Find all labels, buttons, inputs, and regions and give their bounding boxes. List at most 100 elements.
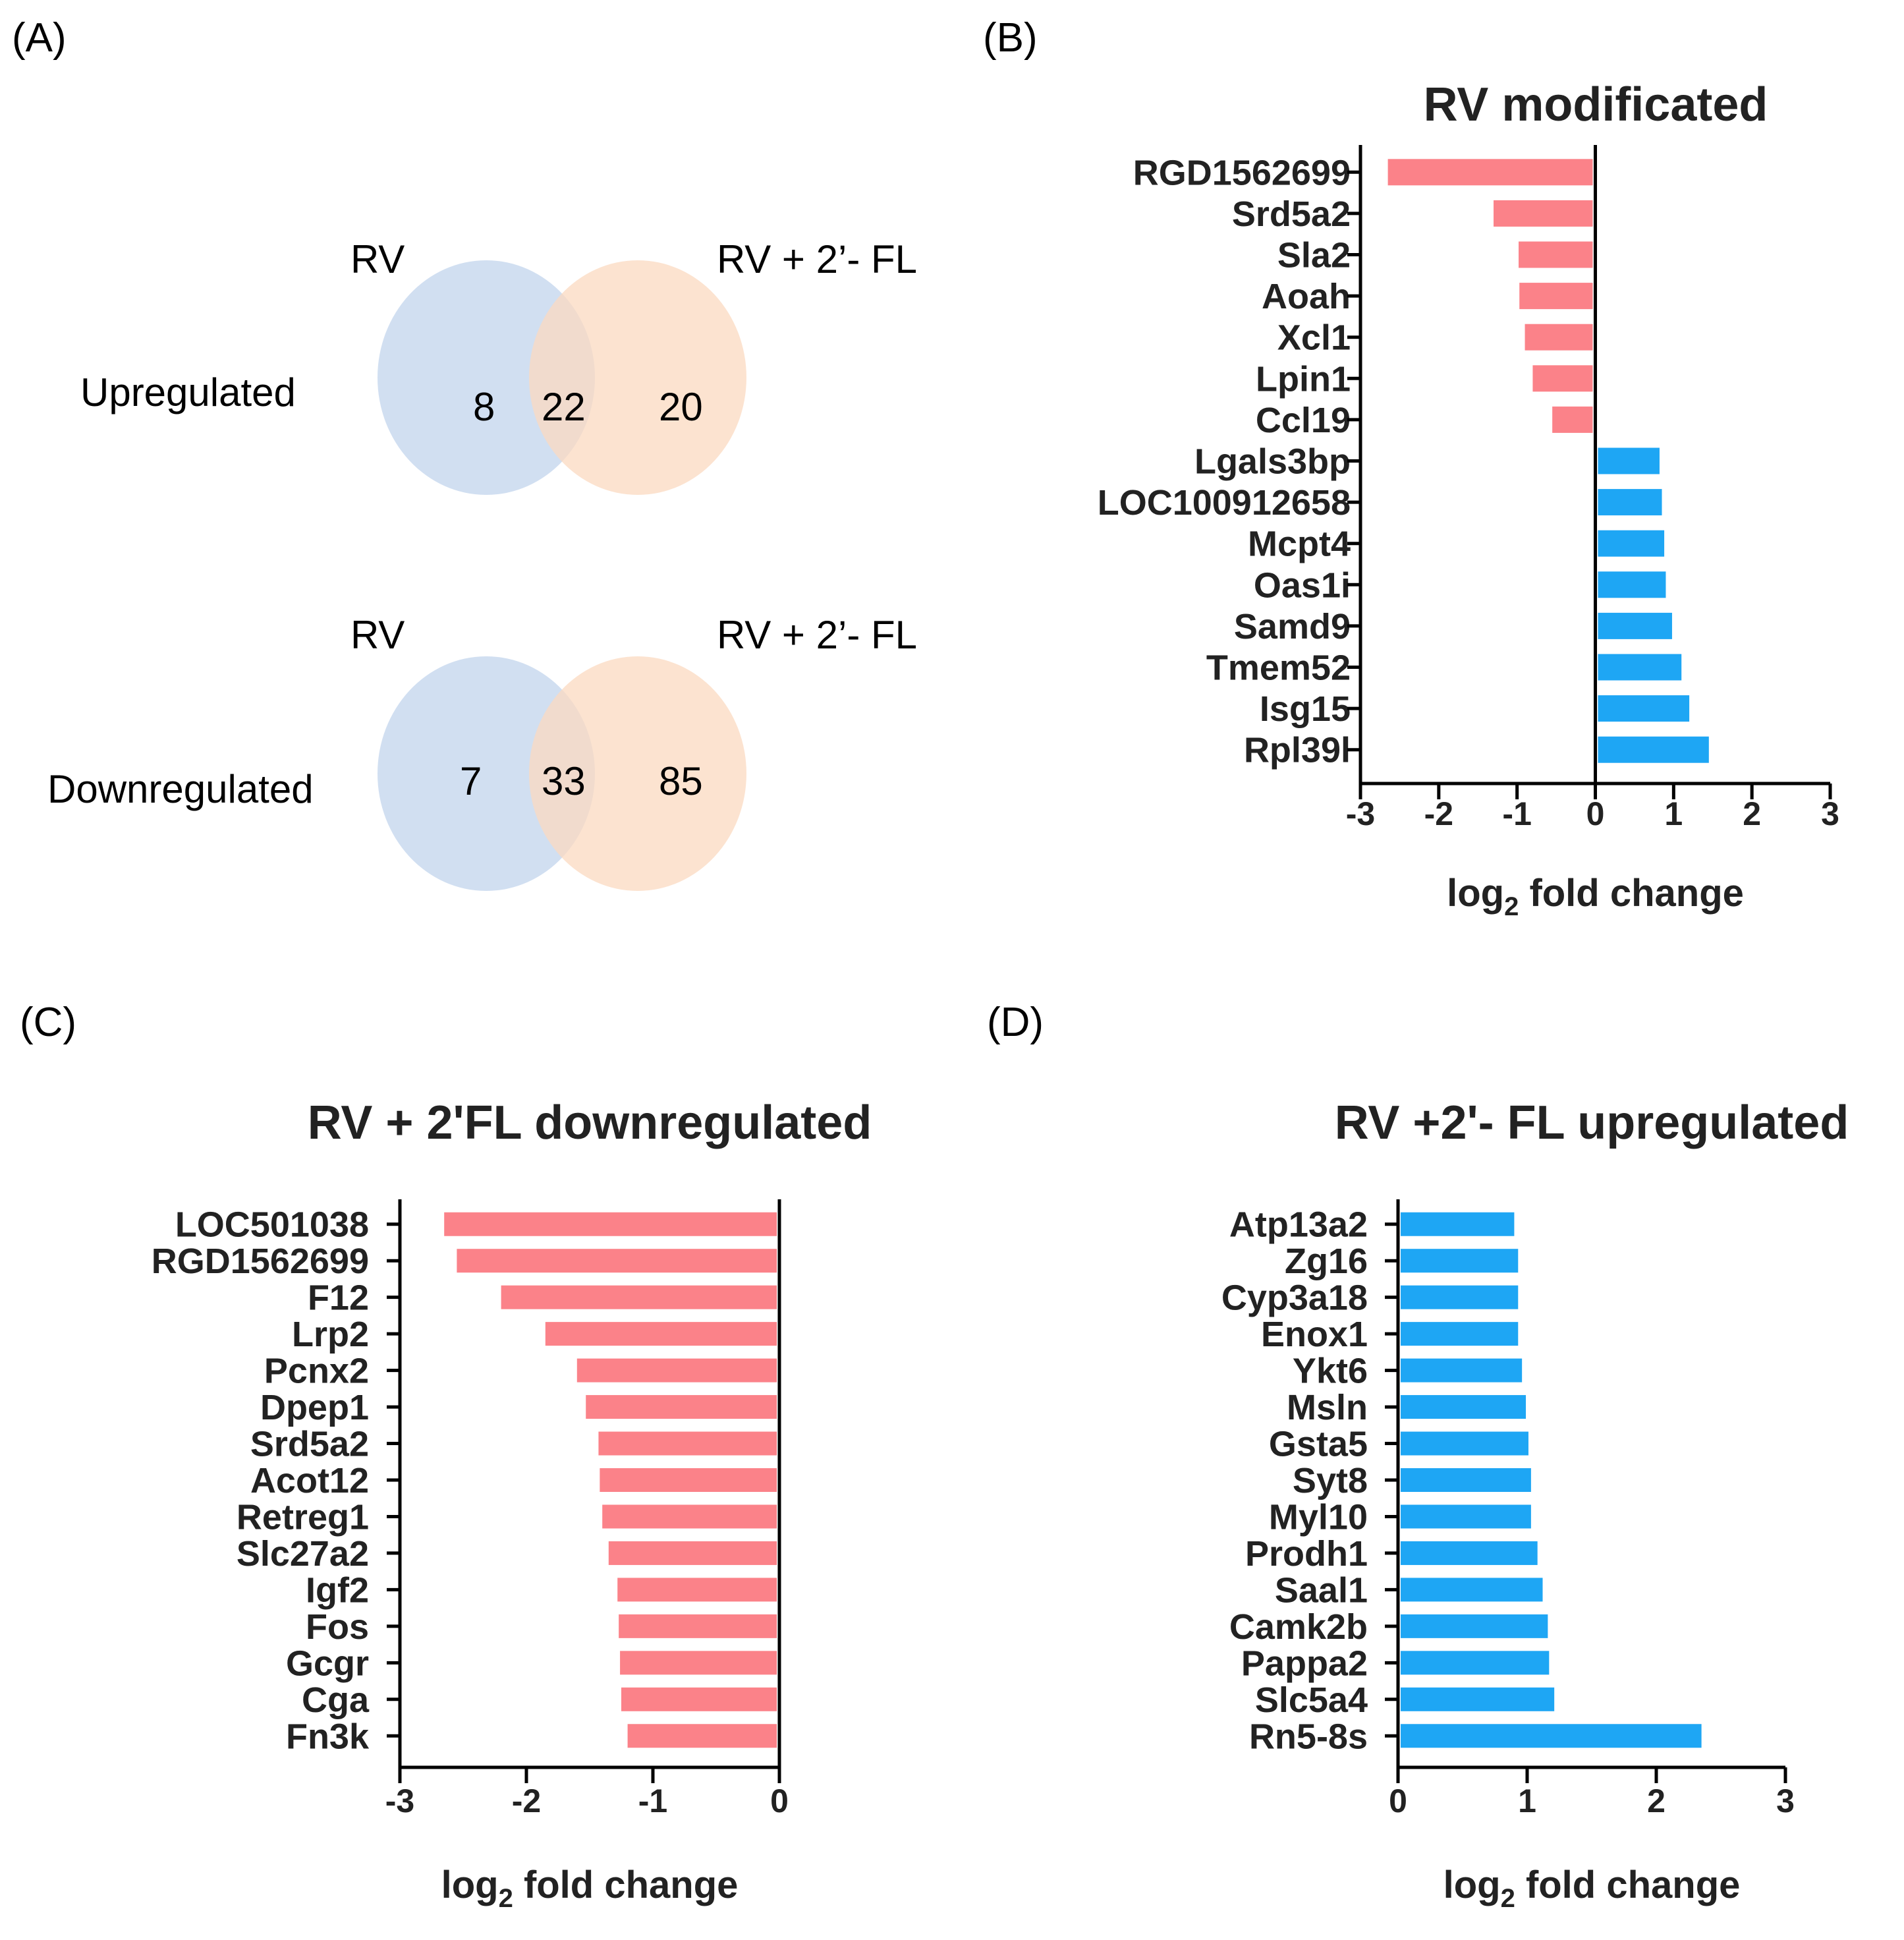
bar-loc100912658 [1598,489,1662,516]
bar-sla2 [1519,241,1593,268]
category-label: Prodh1 [1245,1534,1368,1574]
venn-circle-rv [378,260,595,495]
venn-count-left-only: 8 [473,385,495,429]
category-label: Msln [1287,1388,1368,1427]
x-axis-title-main: log [441,1864,499,1906]
category-label: Camk2b [1229,1607,1368,1647]
bar-tmem52 [1598,654,1682,681]
bar-pappa2 [1401,1651,1550,1675]
bar-ykt6 [1401,1358,1523,1383]
bar-ccl19 [1552,406,1593,433]
bar-atp13a2 [1401,1212,1515,1236]
x-axis-title: log2 fold change [1443,1864,1741,1913]
category-label: RGD1562699 [152,1241,369,1281]
bar-f12 [501,1285,777,1309]
chart-c: RV + 2'FL downregulated LOC501038RGD15626… [152,1097,872,1913]
bar-acot12 [600,1468,777,1492]
x-tick-label: 2 [1743,795,1761,832]
bar-dpep1 [586,1395,777,1419]
bar-aoah [1519,283,1593,310]
x-tick-label: 3 [1776,1783,1795,1819]
category-label: Saal1 [1275,1570,1368,1610]
category-label: Ykt6 [1293,1352,1368,1391]
bar-cga [621,1687,777,1711]
venn-count-left-only: 7 [460,759,482,803]
bar-isg15 [1598,695,1690,722]
bar-xcl1 [1525,324,1593,351]
category-label: Samd9 [1234,607,1351,646]
x-tick-label: -1 [1502,795,1531,832]
category-label: Lpin1 [1256,359,1351,399]
venn-count-overlap: 33 [542,759,586,803]
venn-count-right-only: 85 [659,759,703,803]
x-tick-label: 0 [1586,795,1605,832]
x-tick-label: -3 [385,1783,414,1819]
category-label: Acot12 [250,1461,369,1500]
category-label: Lrp2 [292,1315,369,1354]
chart-title: RV +2'- FL upregulated [1335,1097,1849,1149]
category-label: Sla2 [1277,236,1351,275]
venn-circle-rv-2fl [529,656,746,891]
venn-count-right-only: 20 [659,385,703,429]
bar-prodh1 [1401,1541,1538,1565]
bar-syt8 [1401,1468,1531,1492]
venn-circle-rv-2fl [529,260,746,495]
category-label: Ccl19 [1256,401,1351,440]
x-tick-label: 3 [1821,795,1839,832]
category-label: LOC501038 [175,1205,369,1245]
bar-gcgr [620,1651,777,1675]
bar-cyp3a18 [1401,1285,1519,1309]
bar-camk2b [1401,1614,1548,1638]
category-label: Slc5a4 [1255,1680,1368,1720]
bar-retreg1 [602,1504,777,1529]
category-label: Fos [306,1607,369,1647]
venn-set-label-right: RV + 2’- FL [717,237,917,281]
panel-label-c: (C) [20,1000,76,1045]
category-label: Xcl1 [1277,318,1351,358]
bar-rgd1562699 [457,1249,777,1273]
bar-fos [619,1614,777,1638]
x-tick-label: -3 [1346,795,1375,832]
venn-upregulated: RV RV + 2’- FL Upregulated 8 22 20 [80,237,917,495]
chart-d: RV +2'- FL upregulated Atp13a2Zg16Cyp3a18… [1221,1097,1849,1913]
bar-fn3k [627,1724,777,1748]
x-axis-title-sub: 2 [499,1884,513,1913]
category-label: Srd5a2 [250,1425,369,1464]
category-label: Srd5a2 [1232,194,1351,234]
category-label: Igf2 [306,1570,369,1610]
bar-loc501038 [444,1212,777,1236]
bar-msln [1401,1395,1526,1419]
venn-count-overlap: 22 [542,385,586,429]
x-tick-label: 1 [1518,1783,1536,1819]
bar-slc5a4 [1401,1687,1555,1711]
category-label: Fn3k [286,1717,370,1756]
category-label: RGD1562699 [1133,153,1351,192]
bar-saal1 [1401,1578,1543,1602]
category-label: Mcpt4 [1248,525,1351,564]
x-axis-title-rest: fold change [1515,1864,1741,1906]
venn-row-label: Upregulated [80,370,296,414]
x-tick-label: 2 [1647,1783,1666,1819]
bar-igf2 [617,1578,777,1602]
bar-myl10 [1401,1504,1531,1529]
bar-samd9 [1598,612,1672,639]
x-axis-title-sub: 2 [1501,1884,1515,1913]
bar-enox1 [1401,1322,1519,1346]
bar-zg16 [1401,1249,1519,1273]
category-label: Syt8 [1293,1461,1368,1500]
x-axis-title: log2 fold change [441,1864,739,1913]
chart-title: RV modificated [1424,78,1768,131]
category-label: Myl10 [1269,1497,1368,1537]
bar-rn5-8s [1401,1724,1702,1748]
bar-srd5a2 [598,1431,777,1456]
x-axis-title-main: log [1443,1864,1501,1906]
x-axis-title-main: log [1447,872,1504,915]
panel-label-a: (A) [12,15,67,61]
category-label: Aoah [1262,277,1351,316]
venn-row-label: Downregulated [47,767,314,811]
category-label: Rpl39l [1244,731,1351,770]
category-label: Isg15 [1260,689,1351,729]
venn-circle-rv [378,656,595,891]
category-label: Cyp3a18 [1221,1278,1368,1318]
category-label: Retreg1 [237,1497,369,1537]
